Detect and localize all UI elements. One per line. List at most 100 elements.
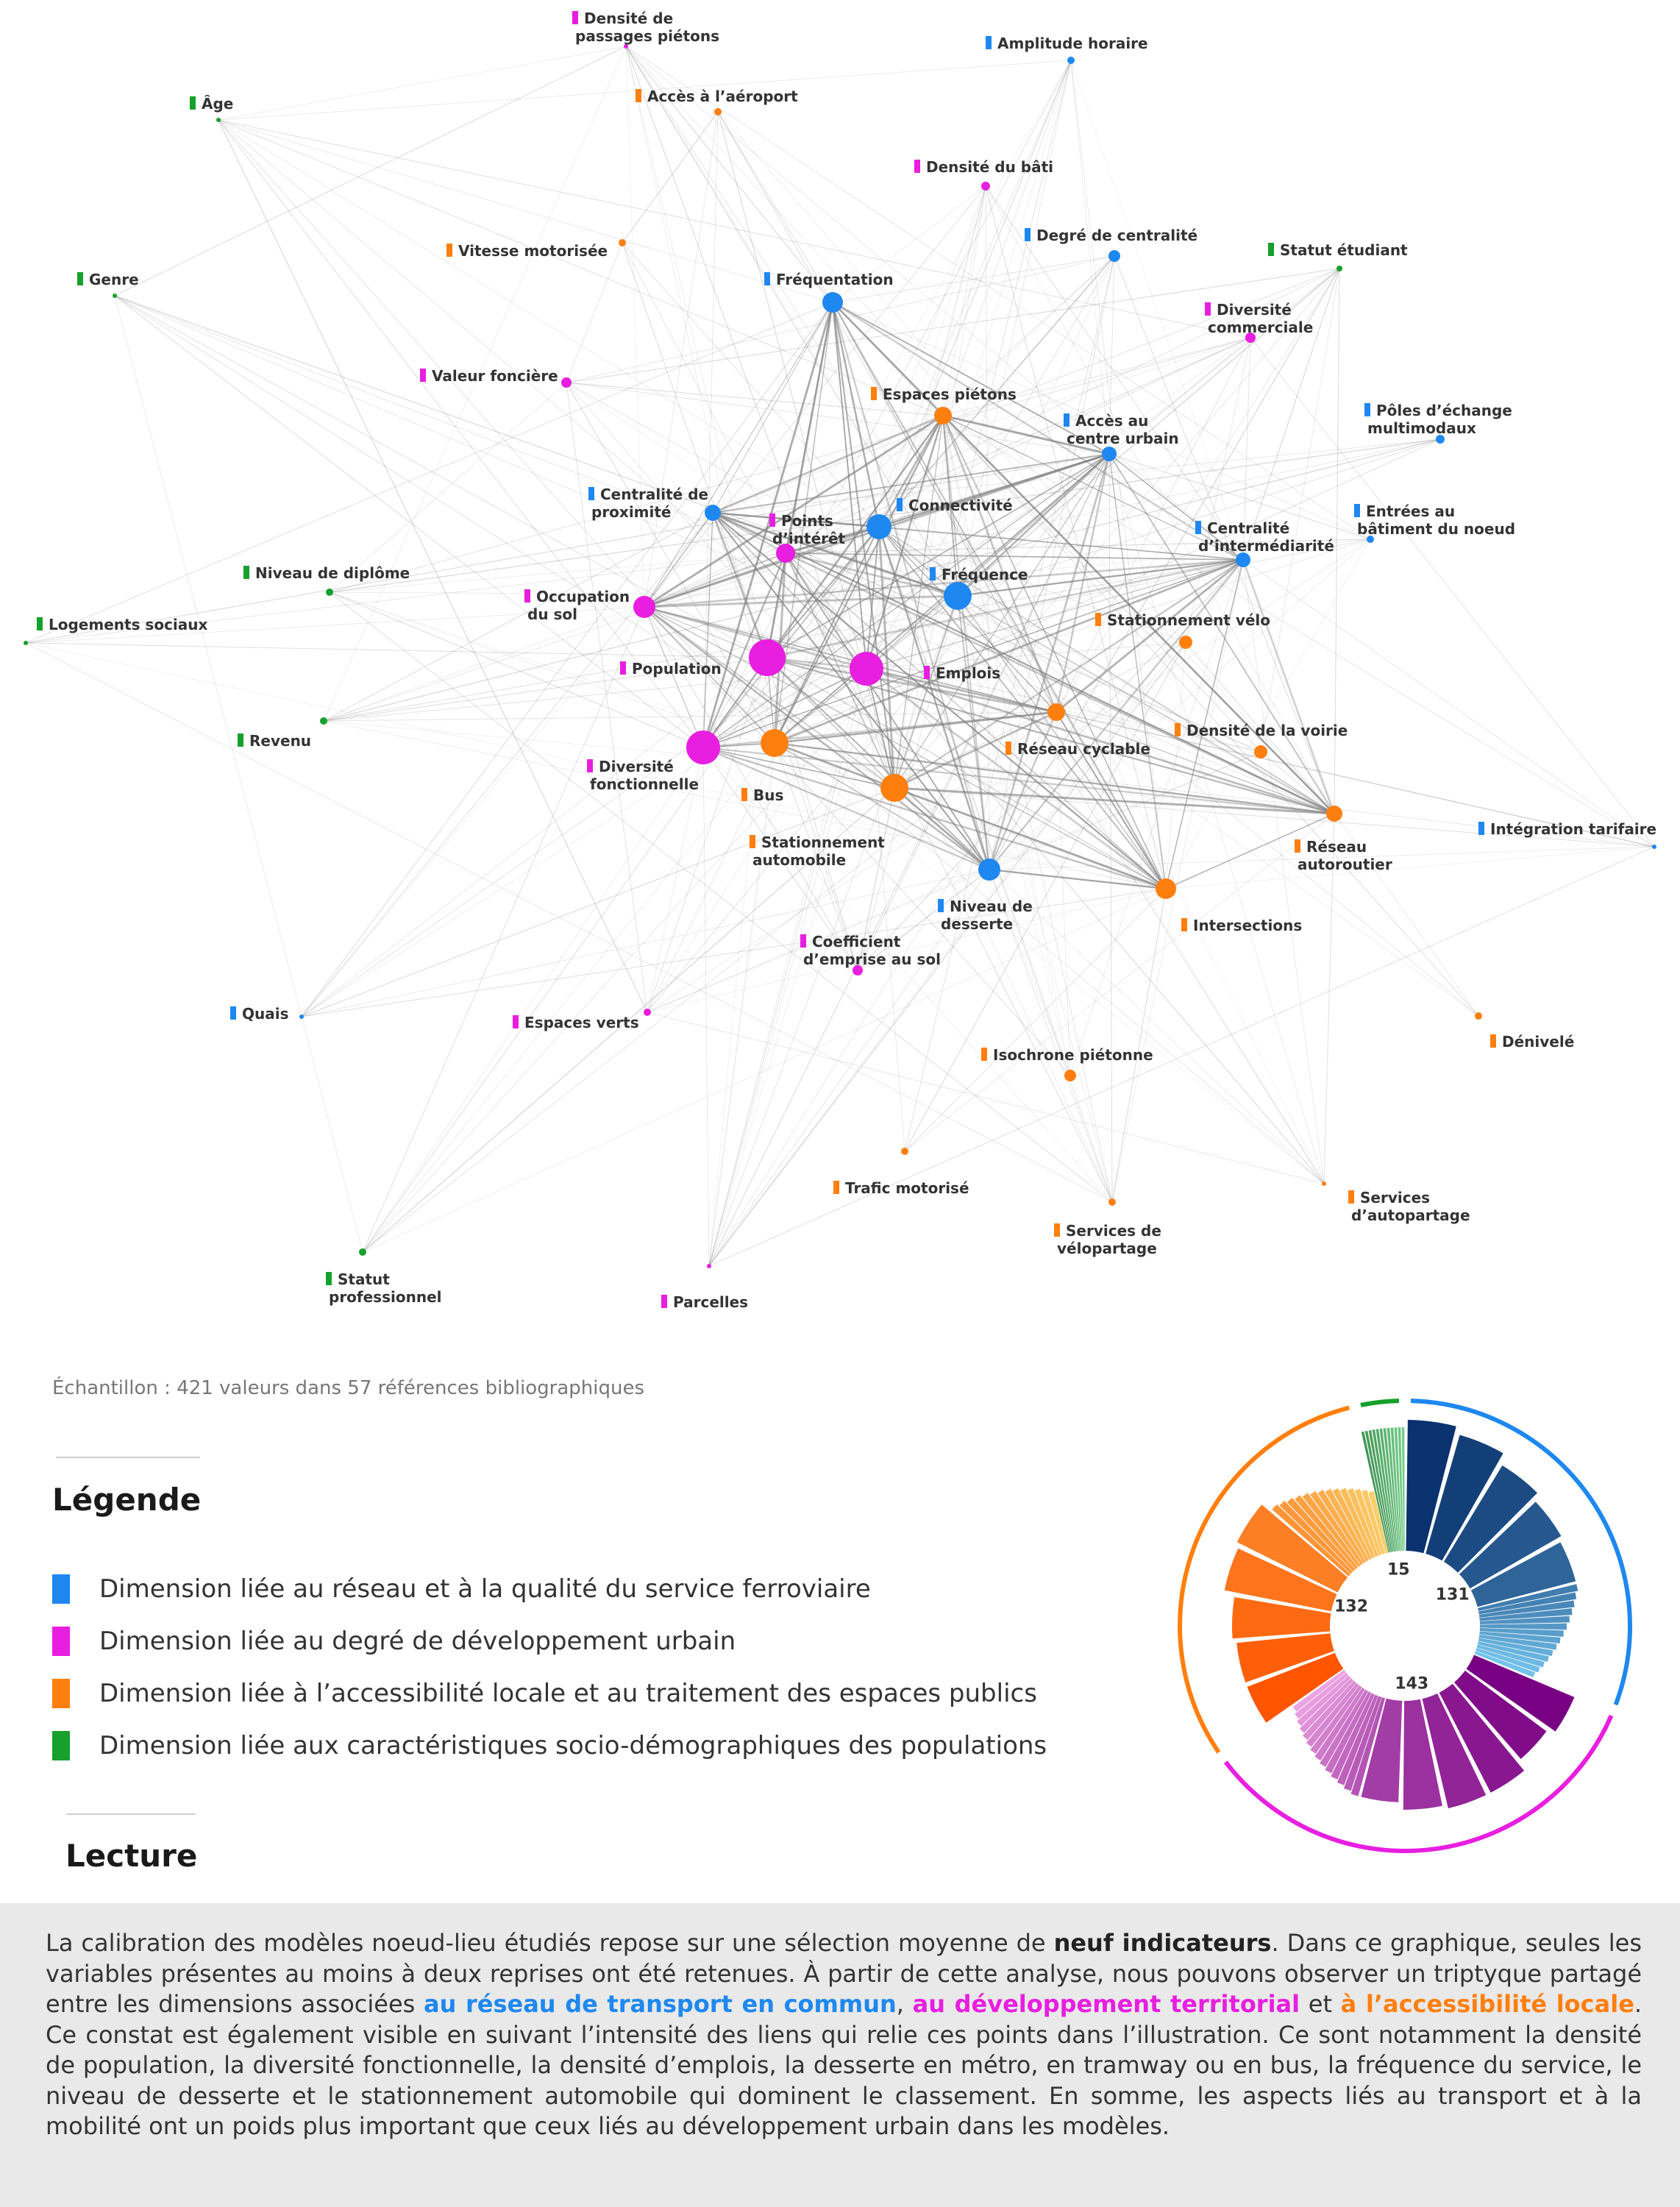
node-dot <box>776 544 795 563</box>
donut-segment-urbain <box>1331 1693 1375 1780</box>
node-label: bâtiment du noeud <box>1357 520 1515 538</box>
node-vitesse: Vitesse motorisée <box>446 239 626 260</box>
node-label: d’intérêt <box>772 530 846 547</box>
edge <box>942 255 1115 416</box>
edge <box>878 526 1057 713</box>
donut-segment-urbain <box>1336 1694 1378 1785</box>
node-marker <box>243 566 249 579</box>
edge <box>329 591 775 744</box>
edge <box>625 46 833 303</box>
node-label: Espaces piétons <box>883 385 1017 403</box>
edge <box>644 558 1244 608</box>
node-dot <box>1108 1198 1116 1206</box>
node-logements: Logements sociaux <box>24 616 208 645</box>
node-dot <box>1245 333 1256 343</box>
node-population: Population <box>620 639 786 678</box>
node-denivele: Dénivelé <box>1475 1012 1574 1051</box>
edge <box>708 846 1655 1267</box>
edge <box>25 642 768 658</box>
edge <box>25 302 833 644</box>
node-marker <box>1005 742 1011 755</box>
edge <box>329 591 1167 889</box>
node-marker <box>238 733 243 747</box>
edge <box>362 526 880 1253</box>
edge <box>942 185 986 416</box>
edge <box>766 255 1115 658</box>
edge <box>329 591 704 748</box>
edge <box>866 453 1110 669</box>
donut-segment-access <box>1317 1489 1367 1563</box>
edge <box>957 558 1244 597</box>
node-label: Statut étudiant <box>1280 241 1408 259</box>
edge <box>865 415 944 669</box>
edge <box>989 846 1655 870</box>
node-label: Amplitude horaire <box>997 35 1148 52</box>
edge <box>301 869 990 1017</box>
edge <box>712 512 990 870</box>
edge <box>893 595 959 789</box>
edge <box>644 111 719 608</box>
node-label: Stationnement vélo <box>1107 611 1270 629</box>
edge <box>774 742 990 870</box>
edge <box>644 539 1371 608</box>
node-marker <box>1490 1034 1496 1048</box>
edge <box>1242 559 1336 814</box>
node-marker <box>741 788 747 801</box>
legend-swatch-reseau <box>52 1574 70 1604</box>
edge <box>1242 559 1325 1184</box>
edge <box>878 526 1167 889</box>
edge <box>702 747 895 789</box>
edge <box>647 668 867 1013</box>
node-dot <box>714 108 722 115</box>
edge <box>323 453 1110 722</box>
donut-segment-reseau <box>1443 1465 1538 1573</box>
donut-segment-reseau <box>1479 1608 1573 1621</box>
node-label: Niveau de diplôme <box>255 564 410 582</box>
edge <box>866 667 1335 815</box>
edge <box>894 786 1335 815</box>
edge <box>301 787 895 1017</box>
node-dot <box>761 729 789 757</box>
donut-segment-access <box>1224 1548 1337 1612</box>
edge <box>904 888 1167 1152</box>
node-marker <box>750 835 755 848</box>
node-emplois: Emplois <box>850 652 1000 686</box>
donut-segment-urbain <box>1314 1687 1365 1760</box>
node-integration: Intégration tarifaire <box>1478 820 1656 849</box>
edge <box>644 606 704 748</box>
donut-segment-socio <box>1375 1429 1395 1552</box>
node-dot <box>707 1264 711 1268</box>
donut-segment-reseau <box>1478 1584 1578 1611</box>
edge <box>566 382 775 744</box>
edge <box>625 46 1371 540</box>
donut-chart: 131 143 132 15 <box>1178 1399 1632 1853</box>
edge <box>702 302 834 748</box>
edge <box>766 656 1057 714</box>
edge <box>323 720 1167 889</box>
edge <box>785 539 1371 554</box>
donut-segment-reseau <box>1470 1542 1576 1607</box>
edge <box>785 525 880 555</box>
edge <box>218 60 1072 121</box>
node-aeroport: Accès à l’aéroport <box>636 88 798 115</box>
edge <box>894 711 1057 789</box>
edge <box>702 526 880 748</box>
reading-text: La calibration des modèles noeud-lieu ét… <box>46 1929 1642 2140</box>
edge <box>774 742 1655 847</box>
node-amplitude: Amplitude horaire <box>986 35 1148 64</box>
donut-segment-reseau <box>1478 1592 1577 1615</box>
edge <box>644 438 1441 608</box>
node-marker <box>636 89 641 102</box>
node-dot <box>981 182 990 191</box>
donut-segment-access <box>1362 1490 1385 1554</box>
edge <box>832 185 986 303</box>
donut-segment-access <box>1279 1501 1353 1574</box>
node-marker <box>588 487 594 500</box>
edge <box>708 642 1186 1267</box>
node-label: commerciale <box>1208 319 1313 336</box>
edge <box>644 302 833 608</box>
edge <box>942 415 1479 1017</box>
edge <box>644 606 775 744</box>
